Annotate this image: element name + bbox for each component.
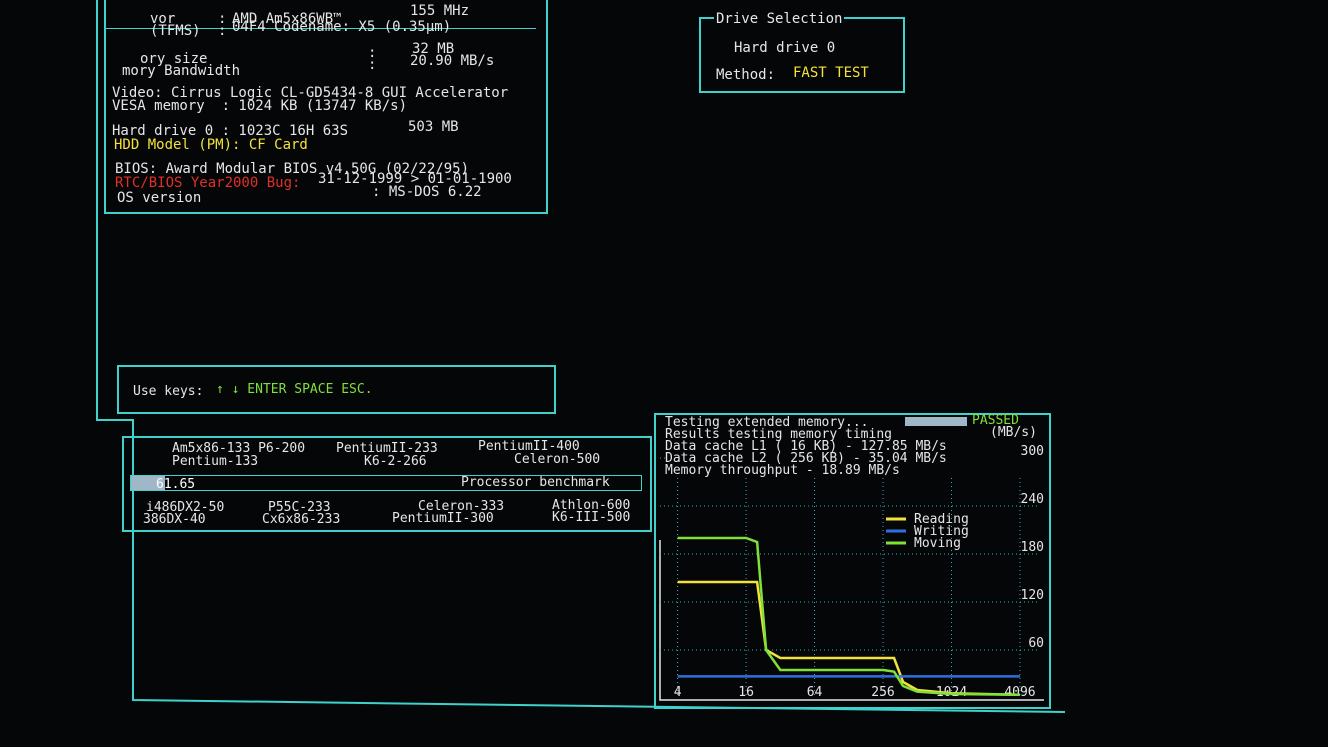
cpu-label: Celeron-500 (514, 452, 601, 467)
cpu-label: 386DX-40 (143, 512, 206, 527)
cpu-label: PentiumII-233 (336, 441, 438, 456)
drive[interactable]: Hard drive 0 (734, 40, 836, 56)
legend-label: Moving (914, 536, 961, 551)
os-label: OS version (117, 190, 202, 206)
info-label: (TFMS) (150, 23, 201, 39)
y-tick-label: 180 (1021, 540, 1044, 555)
x-tick-label: 16 (738, 685, 754, 700)
status-label: Testing extended memory... (665, 415, 869, 430)
x-tick-label: 4 (674, 685, 682, 700)
benchmark-box (122, 436, 652, 532)
info-sep: : (368, 45, 377, 61)
legend-label: Reading (914, 512, 969, 527)
result-line: Data cache L1 ( 16 KB) - 127.85 MB/s (665, 439, 947, 454)
hdd-model: HDD Model (PM): CF Card (114, 137, 308, 153)
video: Video: Cirrus Logic CL-GD5434-8 GUI Acce… (112, 85, 509, 101)
cpu-label: K6-III-500 (552, 510, 631, 525)
y-tick-label: 120 (1021, 588, 1044, 603)
legend-label: Writing (914, 524, 969, 539)
method-label: Method: (716, 67, 776, 83)
y-tick-label: 240 (1021, 492, 1044, 507)
status: PASSED (972, 413, 1019, 428)
results: Results testing memory timing (665, 427, 892, 442)
info-value: 20.90 MB/s (410, 53, 495, 69)
result-line: Data cache L2 ( 256 KB) - 35.04 MB/s (665, 451, 947, 466)
x-tick-label: 64 (807, 685, 823, 700)
cpu-label: Pentium-133 (172, 454, 259, 469)
chart-box (654, 413, 1051, 709)
info-label: mory Bandwidth (122, 63, 241, 79)
cpu-label: P55C-233 (268, 500, 331, 515)
y-tick-label: 60 (1028, 636, 1044, 651)
info-extra: 155 MHz (410, 3, 470, 19)
system-info-box (104, 0, 548, 214)
result-line: Memory throughput - 18.89 MB/s (665, 463, 900, 478)
cpu-label: K6-2-266 (364, 454, 427, 469)
hdd: Hard drive 0 : 1023C 16H 63S (112, 123, 349, 139)
info-label: ory size (140, 51, 208, 67)
progress-bar (905, 417, 967, 426)
cpu-label: Cx6x86-233 (262, 512, 341, 527)
info-value: 32 MB (412, 41, 455, 57)
axis (659, 540, 1044, 701)
y2k-value: 31-12-1999 > 01-01-1900 (318, 171, 512, 187)
info-sep: : (368, 57, 377, 73)
info-label: vor (150, 11, 176, 27)
outer-frame (96, 0, 1066, 713)
drive-title: Drive Selection (714, 11, 845, 27)
keys-label: Use keys: (133, 384, 204, 399)
benchmark-title: Processor benchmark (461, 475, 610, 490)
benchmark-score: 61.65 (156, 477, 196, 492)
divider (104, 28, 536, 29)
cpu-label: Celeron-333 (418, 499, 505, 514)
cpu-label: i486DX2-50 (146, 500, 225, 515)
cpu-label: PentiumII-400 (478, 439, 580, 454)
os-value: : MS-DOS 6.22 (372, 184, 482, 200)
hdd-size: 503 MB (408, 119, 459, 135)
info-value: 04F4 Codename: X5 (0.35µm) (232, 19, 452, 35)
cpu-label: Am5x86-133 P6-200 (172, 441, 306, 456)
keys-box (117, 365, 556, 414)
cpu-label: PentiumII-300 (392, 511, 494, 526)
vesa: VESA memory : 1024 KB (13747 KB/s) (112, 98, 408, 114)
info-sep: : (218, 11, 227, 27)
series-line (677, 580, 1020, 697)
y2k-label: RTC/BIOS Year2000 Bug: (115, 175, 301, 191)
benchmark-fill (131, 476, 165, 490)
series-line (677, 536, 1020, 697)
info-value: AMD Am5x86WB™ (232, 11, 342, 27)
method-value[interactable]: FAST TEST (793, 65, 869, 81)
benchmark-bar (130, 475, 642, 491)
y-tick-label: 300 (1021, 444, 1044, 459)
x-tick-label: 4096 (1004, 685, 1035, 700)
info-sep: : (218, 23, 227, 39)
keys-value: ↑ ↓ ENTER SPACE ESC. (216, 382, 373, 397)
x-tick-label: 256 (871, 685, 894, 700)
unit: (MB/s) (990, 425, 1037, 440)
text-backdrop (665, 415, 1045, 477)
cpu-label: Athlon-600 (552, 498, 631, 513)
bios: BIOS: Award Modular BIOS v4.50G (02/22/9… (115, 161, 470, 177)
